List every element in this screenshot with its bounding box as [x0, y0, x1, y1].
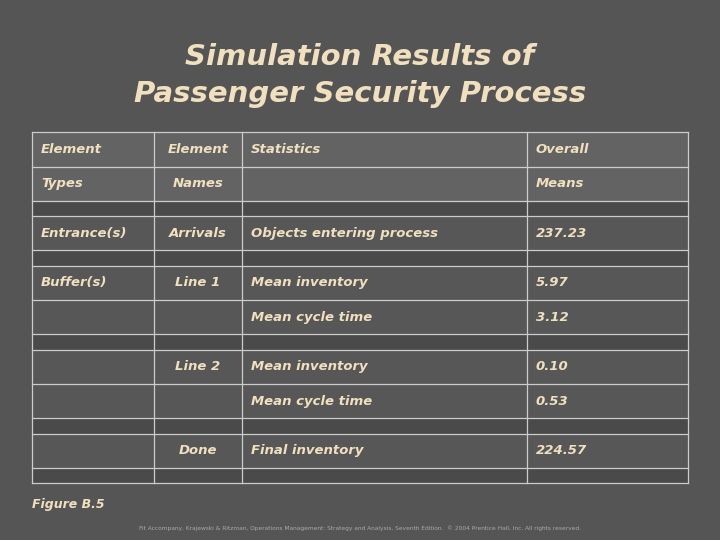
Text: 0.53: 0.53: [536, 395, 569, 408]
Bar: [32, 251, 688, 266]
Bar: [32, 266, 688, 300]
Text: Mean inventory: Mean inventory: [251, 276, 367, 289]
Text: Element: Element: [167, 143, 228, 156]
Text: Overall: Overall: [536, 143, 589, 156]
Bar: [32, 468, 688, 483]
Bar: [32, 418, 688, 434]
Text: Final inventory: Final inventory: [251, 444, 363, 457]
Text: Arrivals: Arrivals: [169, 227, 227, 240]
Text: Mean cycle time: Mean cycle time: [251, 310, 372, 323]
Text: 5.97: 5.97: [536, 276, 569, 289]
Bar: [32, 201, 688, 216]
Bar: [32, 334, 688, 350]
Text: Fit Accompany, Krajewski & Ritzman, Operations Management: Strategy and Analysis: Fit Accompany, Krajewski & Ritzman, Oper…: [139, 525, 581, 531]
Bar: [32, 300, 688, 334]
Text: Done: Done: [179, 444, 217, 457]
Bar: [32, 216, 688, 251]
Text: Types: Types: [41, 177, 83, 190]
Text: Element: Element: [41, 143, 102, 156]
Text: Mean inventory: Mean inventory: [251, 360, 367, 373]
Text: Names: Names: [173, 177, 223, 190]
Text: 0.10: 0.10: [536, 360, 569, 373]
Text: Mean cycle time: Mean cycle time: [251, 395, 372, 408]
Text: Line 1: Line 1: [175, 276, 220, 289]
Text: 237.23: 237.23: [536, 227, 587, 240]
Text: 224.57: 224.57: [536, 444, 587, 457]
Bar: [32, 384, 688, 418]
Text: Buffer(s): Buffer(s): [41, 276, 107, 289]
Text: Means: Means: [536, 177, 584, 190]
Text: Simulation Results of: Simulation Results of: [185, 43, 535, 71]
Bar: [32, 132, 688, 166]
Text: Entrance(s): Entrance(s): [41, 227, 127, 240]
Text: Figure B.5: Figure B.5: [32, 498, 105, 511]
Bar: [32, 350, 688, 384]
Text: Line 2: Line 2: [175, 360, 220, 373]
Text: 3.12: 3.12: [536, 310, 569, 323]
Text: Statistics: Statistics: [251, 143, 321, 156]
Bar: [32, 434, 688, 468]
Text: Objects entering process: Objects entering process: [251, 227, 438, 240]
Bar: [32, 166, 688, 201]
Text: Passenger Security Process: Passenger Security Process: [134, 80, 586, 109]
